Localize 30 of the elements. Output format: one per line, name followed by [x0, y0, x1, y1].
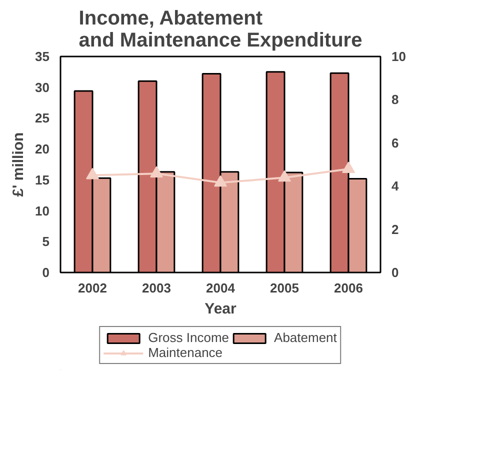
y2-tick-label: 4: [392, 178, 400, 194]
legend-label: Gross Income: [148, 330, 230, 345]
legend-label: Maintenance: [148, 345, 223, 360]
y2-tick-label: 10: [392, 49, 406, 64]
legend-label: Abatement: [274, 330, 337, 345]
y-tick-label: 30: [35, 80, 50, 95]
point: [342, 162, 355, 173]
x-tick-label: 2003: [142, 280, 171, 296]
y-tick-label: 5: [42, 234, 50, 250]
y-axis-title: £' million: [10, 132, 28, 197]
y-tick-label: 0: [42, 265, 50, 280]
y2-tick-label: 0: [392, 265, 399, 280]
y-tick-label: 25: [35, 110, 50, 126]
y-tick-label: 15: [35, 172, 50, 188]
y2-tick-label: 6: [392, 135, 399, 150]
x-tick-label: 2006: [334, 280, 363, 296]
point: [278, 170, 291, 182]
x-tick-label: 2002: [78, 280, 107, 296]
chart-title: Income, Abatement and Maintenance Expenditure: [78, 8, 362, 52]
point: [214, 175, 227, 187]
y-tick-label: 10: [35, 203, 50, 218]
y2-tick-label: 2: [392, 222, 399, 237]
point: [86, 168, 99, 180]
x-tick-label: 2004: [206, 280, 236, 296]
y-tick-label: 35: [35, 49, 50, 64]
x-axis-title: Year: [204, 300, 237, 318]
point: [150, 166, 163, 178]
y2-tick-label: 8: [392, 92, 399, 108]
x-tick-label: 2005: [270, 280, 299, 296]
y-tick-label: 20: [35, 142, 50, 157]
